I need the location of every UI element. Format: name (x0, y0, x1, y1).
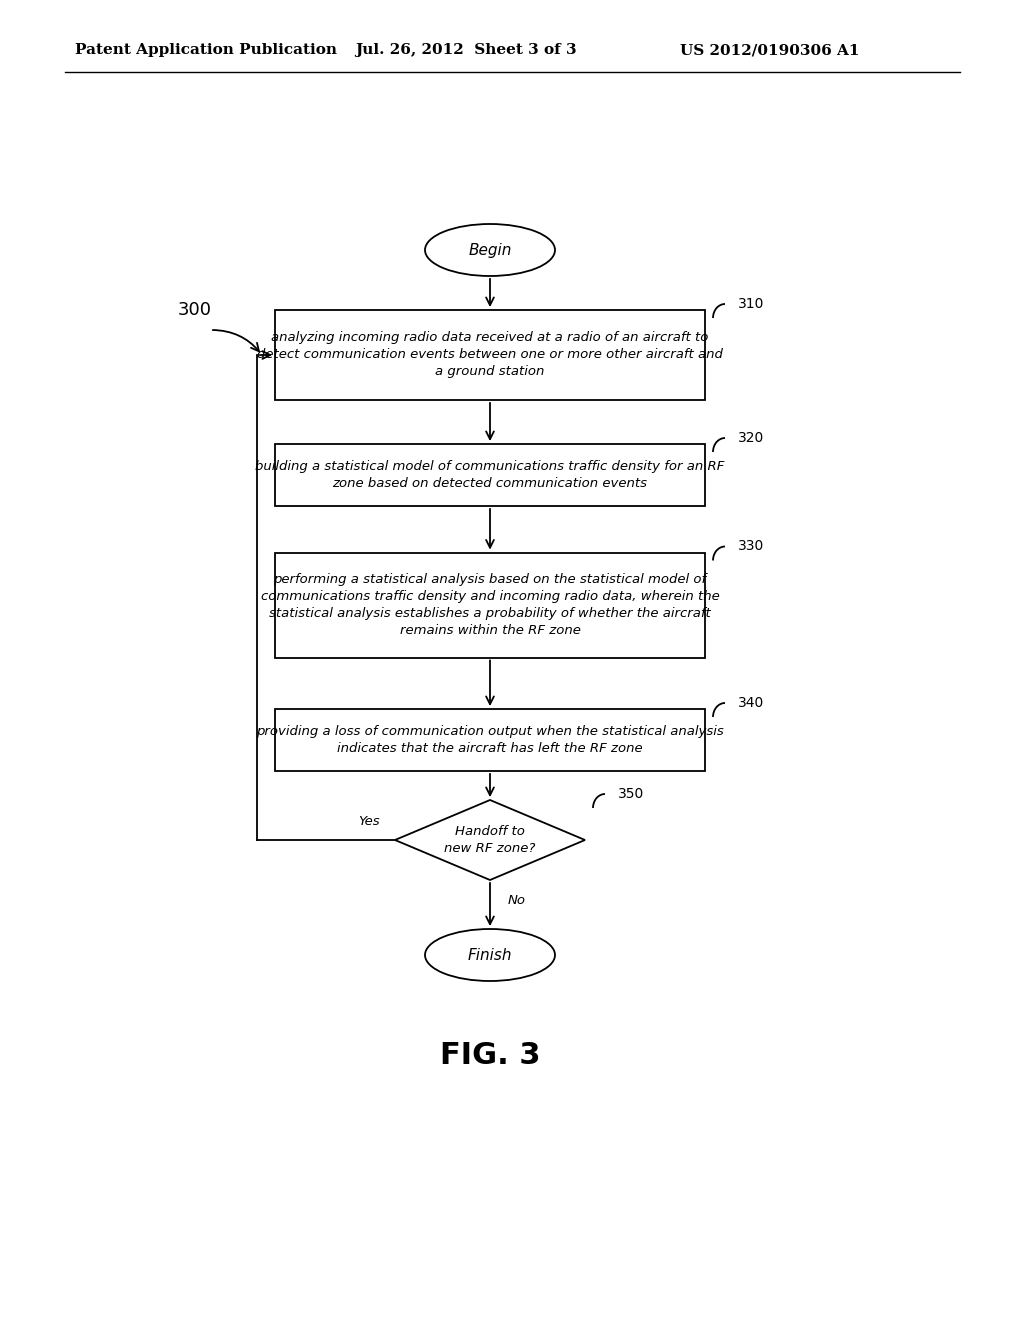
Text: 330: 330 (738, 540, 764, 553)
Text: Yes: Yes (358, 814, 380, 828)
Bar (275, 310, 705, 400)
Text: 320: 320 (738, 432, 764, 445)
Text: Begin: Begin (468, 243, 512, 257)
Text: US 2012/0190306 A1: US 2012/0190306 A1 (680, 44, 859, 57)
Text: No: No (508, 894, 526, 907)
Bar (275, 709, 705, 771)
Text: 300: 300 (178, 301, 212, 319)
Text: 350: 350 (618, 787, 644, 801)
Text: 310: 310 (738, 297, 764, 312)
Text: Jul. 26, 2012  Sheet 3 of 3: Jul. 26, 2012 Sheet 3 of 3 (355, 44, 577, 57)
Text: performing a statistical analysis based on the statistical model of
communicatio: performing a statistical analysis based … (261, 573, 720, 638)
Text: providing a loss of communication output when the statistical analysis
indicates: providing a loss of communication output… (256, 725, 724, 755)
Text: FIG. 3: FIG. 3 (439, 1040, 541, 1069)
Bar (275, 444, 705, 506)
Text: Handoff to
new RF zone?: Handoff to new RF zone? (444, 825, 536, 855)
Bar (275, 553, 705, 657)
Text: Finish: Finish (468, 948, 512, 962)
Text: Patent Application Publication: Patent Application Publication (75, 44, 337, 57)
Text: analyzing incoming radio data received at a radio of an aircraft to
detect commu: analyzing incoming radio data received a… (257, 331, 723, 379)
Text: 340: 340 (738, 696, 764, 710)
Text: building a statistical model of communications traffic density for an RF
zone ba: building a statistical model of communic… (255, 459, 725, 490)
